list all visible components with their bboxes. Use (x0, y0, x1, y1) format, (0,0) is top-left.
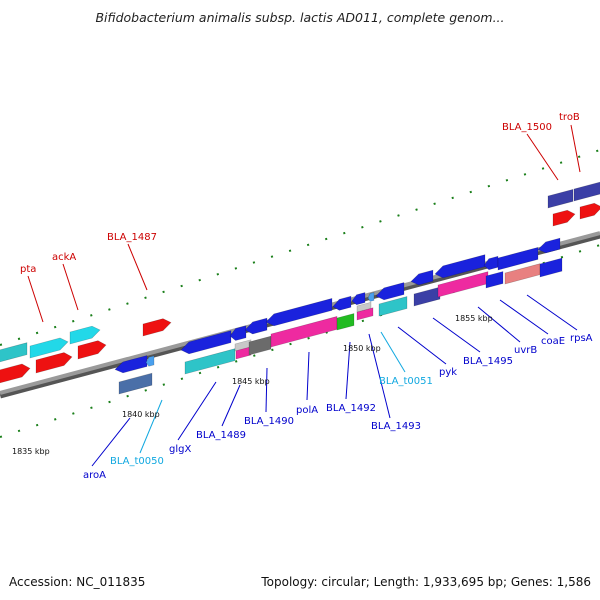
gene-label-bla-1492[interactable]: BLA_1492 (326, 403, 376, 414)
gene-small-lb[interactable] (367, 292, 375, 302)
gene-label-trob[interactable]: troB (559, 112, 580, 123)
callout-pta (27, 275, 44, 323)
gene-bla-1500[interactable] (547, 188, 574, 209)
gene-1493-bot[interactable] (356, 307, 374, 321)
callout-acka (62, 263, 79, 311)
genome-stats-text: Topology: circular; Length: 1,933,695 bp… (261, 575, 591, 589)
gene-pyk-top[interactable] (375, 282, 405, 301)
callout-bla-1500 (526, 133, 559, 181)
gene-label-bla-1490[interactable]: BLA_1490 (244, 416, 294, 427)
gene-cyan-acka[interactable] (69, 325, 101, 345)
gene-label-uvrb[interactable]: uvrB (514, 345, 537, 356)
gene-aroa-small[interactable] (145, 355, 155, 367)
gene-1495-top-b[interactable] (434, 254, 486, 279)
gene-uvrb-top[interactable] (497, 246, 539, 271)
gene-cyan-pta[interactable] (29, 337, 69, 359)
gene-red-trob[interactable] (579, 202, 600, 220)
gene-label-bla-t0050[interactable]: BLA_t0050 (110, 456, 164, 467)
gene-label-bla-1495[interactable]: BLA_1495 (463, 356, 513, 367)
gene-trob[interactable] (573, 181, 600, 202)
gene-label-bla-t0051[interactable]: BLA_t0051 (379, 376, 433, 387)
callout-bla-1495 (432, 317, 481, 353)
callout-bla-t0050 (139, 399, 163, 454)
gene-label-aroa[interactable]: aroA (83, 470, 106, 481)
tick-label-1840: 1840 kbp (122, 410, 160, 419)
callout-bla-1492 (345, 341, 351, 400)
callout-bla-1487 (127, 243, 148, 291)
gene-glgx-bot[interactable] (184, 348, 236, 375)
gene-glgx-top[interactable] (180, 330, 232, 355)
callout-bla-1493 (368, 333, 391, 419)
callout-uvrb (477, 306, 521, 343)
gene-1492-top[interactable] (332, 295, 352, 311)
gene-1490-bot[interactable] (248, 335, 272, 356)
gene-uvrb-bot[interactable] (485, 271, 504, 289)
callout-coae (499, 299, 549, 335)
gene-label-bla-1489[interactable]: BLA_1489 (196, 430, 246, 441)
gene-label-rpsa[interactable]: rpsA (570, 333, 593, 344)
gene-1489-top[interactable] (229, 325, 247, 341)
gene-rpsa-bot[interactable] (539, 257, 563, 278)
accession-text: Accession: NC_011835 (9, 575, 146, 589)
gene-aroa[interactable] (114, 355, 148, 374)
callout-bla-1490 (265, 367, 268, 413)
gene-pola-top[interactable] (265, 298, 333, 327)
gene-label-glgx[interactable]: glgX (169, 444, 191, 455)
callout-trob (570, 124, 581, 173)
gene-label-coae[interactable]: coaE (541, 336, 565, 347)
gene-label-pola[interactable]: polA (296, 405, 318, 416)
callout-glgx (177, 381, 217, 441)
gene-label-pyk[interactable]: pyk (439, 367, 457, 378)
gene-red-2[interactable] (35, 352, 73, 374)
gene-1492-bot[interactable] (336, 313, 355, 331)
gene-1493-top[interactable] (351, 292, 366, 306)
gene-pyk-bot[interactable] (413, 286, 441, 307)
gene-red-1[interactable] (0, 363, 31, 385)
map-title: Bifidobacterium animalis subsp. lactis A… (95, 10, 505, 25)
callout-pyk (397, 326, 447, 365)
gene-label-bla-1487[interactable]: BLA_1487 (107, 232, 157, 243)
gene-rpsa-top[interactable] (537, 237, 561, 254)
gene-red-1500[interactable] (552, 209, 576, 227)
gene-red-3[interactable] (77, 340, 107, 360)
gene-1495-top-c[interactable] (483, 255, 499, 271)
gene-label-acka[interactable]: ackA (52, 252, 76, 263)
tick-label-1835: 1835 kbp (12, 447, 50, 456)
callout-pola (306, 351, 310, 401)
gene-label-bla-1493[interactable]: BLA_1493 (371, 421, 421, 432)
gene-bla-1487[interactable] (142, 318, 172, 337)
gene-1495-top-a[interactable] (410, 269, 434, 286)
callout-aroa (91, 417, 131, 467)
gene-label-pta[interactable]: pta (20, 264, 36, 275)
callout-rpsa (526, 294, 578, 331)
gene-1490-top[interactable] (244, 317, 268, 335)
tick-label-1855: 1855 kbp (455, 314, 493, 323)
callout-bla-t0051 (380, 331, 406, 373)
gene-1493-gray[interactable] (356, 301, 372, 313)
tick-label-1850: 1850 kbp (343, 344, 381, 353)
callout-bla-1489 (221, 384, 241, 427)
gene-label-bla-1500[interactable]: BLA_1500 (502, 122, 552, 133)
gene-bla-t0050[interactable] (118, 372, 153, 395)
tick-label-1845: 1845 kbp (232, 377, 270, 386)
gene-t0051[interactable] (378, 296, 408, 317)
gene-cyan-1[interactable] (0, 342, 28, 364)
